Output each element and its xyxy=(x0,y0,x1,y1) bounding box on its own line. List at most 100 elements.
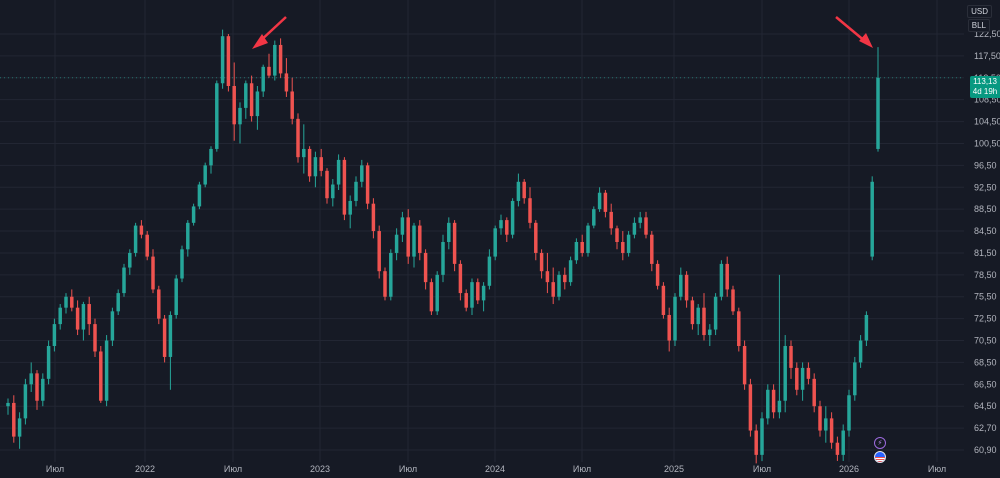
candle xyxy=(389,249,393,301)
candle xyxy=(545,252,550,294)
candle xyxy=(853,356,857,401)
candle xyxy=(377,225,381,279)
x-tick-label: 2026 xyxy=(839,464,859,474)
symbol-badge[interactable]: BLL xyxy=(967,19,990,32)
candle-body xyxy=(29,373,33,385)
candle-body xyxy=(220,36,225,84)
x-tick-label: Июл xyxy=(46,464,64,474)
candle-body xyxy=(17,418,22,437)
candle-body xyxy=(638,217,642,223)
candle xyxy=(58,304,62,330)
candle xyxy=(481,282,486,312)
candle-body xyxy=(87,304,91,325)
candle xyxy=(307,146,312,182)
candle xyxy=(23,378,28,425)
candle xyxy=(360,159,364,188)
candle xyxy=(789,340,793,379)
candle xyxy=(302,124,306,174)
candle xyxy=(52,318,57,352)
candle xyxy=(418,220,422,261)
bar-countdown: 4d 19h xyxy=(972,87,998,96)
candle-body xyxy=(145,234,149,257)
candle xyxy=(713,293,718,336)
grid xyxy=(0,0,964,462)
candle xyxy=(534,220,538,261)
candle-body xyxy=(876,77,880,149)
candle xyxy=(557,271,561,301)
candle xyxy=(244,80,248,119)
candle xyxy=(348,195,352,229)
candle xyxy=(841,424,845,461)
candle xyxy=(226,34,231,92)
candle xyxy=(186,220,190,257)
candle-body xyxy=(464,293,468,308)
candle xyxy=(748,378,753,437)
candle-body xyxy=(458,263,463,294)
candle xyxy=(209,146,213,174)
candle xyxy=(487,249,492,290)
candle-body xyxy=(568,260,573,283)
candle xyxy=(644,211,648,239)
candle xyxy=(626,231,631,257)
candle xyxy=(690,296,695,330)
x-axis[interactable]: Июл 2022 Июл 2023 Июл 2024 Июл 2025 Июл 2026 Июл xyxy=(46,464,946,474)
candle xyxy=(574,238,579,264)
candle-body xyxy=(12,402,16,437)
candle-body xyxy=(783,346,787,401)
candle-body xyxy=(447,222,451,242)
candle-body xyxy=(789,346,793,368)
candle-body xyxy=(325,170,329,199)
candle-body xyxy=(626,234,631,253)
candle xyxy=(29,362,33,392)
candle-body xyxy=(41,378,45,401)
y-tick-label: 88,50 xyxy=(974,204,997,214)
candle-body xyxy=(655,263,660,286)
candle xyxy=(273,40,277,81)
y-tick-label: 75,50 xyxy=(974,292,997,302)
candle xyxy=(760,412,764,461)
candle xyxy=(609,203,613,235)
y-tick-label: 81,50 xyxy=(974,248,997,258)
lightning-icon[interactable]: ⚡ xyxy=(874,437,886,449)
candle xyxy=(151,249,155,294)
candle xyxy=(145,231,149,261)
x-tick-label: Июл xyxy=(573,464,591,474)
candle xyxy=(81,301,86,341)
x-tick-label: 2023 xyxy=(310,464,330,474)
candle xyxy=(197,181,202,210)
candle xyxy=(499,214,503,235)
candle xyxy=(261,64,265,97)
candle-body xyxy=(197,184,202,207)
candle-body xyxy=(64,296,68,308)
candle-body xyxy=(574,242,579,261)
candle xyxy=(708,324,712,346)
currency-badge[interactable]: USD xyxy=(967,5,992,18)
candle-body xyxy=(708,329,712,336)
candle-body xyxy=(267,66,271,76)
candle-body xyxy=(354,181,358,201)
candle-body xyxy=(191,206,196,223)
candle-body xyxy=(470,282,474,308)
candle xyxy=(17,412,22,449)
candle xyxy=(157,285,161,325)
candle xyxy=(505,217,509,242)
y-tick-label: 66,50 xyxy=(974,379,997,389)
candle-body xyxy=(70,296,74,308)
candle-body xyxy=(829,418,834,443)
candle xyxy=(64,293,68,314)
candle-body xyxy=(307,148,312,177)
y-tick-label: 62,70 xyxy=(974,423,997,433)
candle-body xyxy=(6,402,10,407)
candle-body xyxy=(771,389,776,413)
candle-body xyxy=(128,252,132,268)
candle-body xyxy=(348,200,352,215)
us-flag-icon[interactable] xyxy=(874,451,886,463)
candle xyxy=(719,260,724,301)
candle-body xyxy=(748,384,753,431)
candle-body xyxy=(133,225,138,253)
candle-body xyxy=(557,274,561,297)
candle-body xyxy=(766,389,770,419)
candle-body xyxy=(423,252,428,283)
